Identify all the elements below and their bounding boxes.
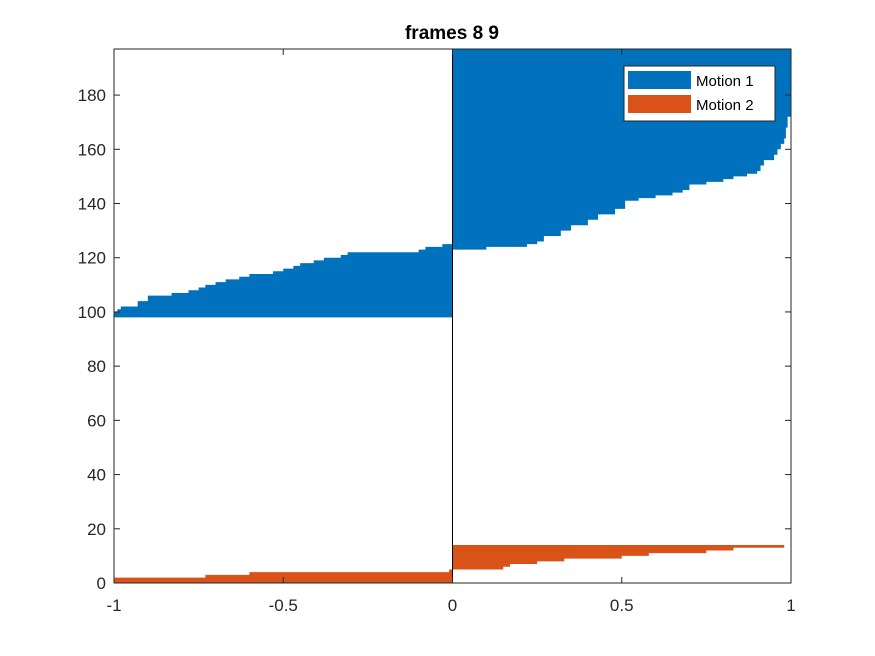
series-1-bars-negative (114, 244, 453, 318)
y-tick-label: 20 (87, 520, 106, 539)
series-2-bars-positive (452, 545, 791, 575)
y-tick-label: 40 (87, 466, 106, 485)
legend-swatch-2 (628, 95, 691, 113)
x-tick-label: -0.5 (269, 596, 298, 615)
y-tick-label: 140 (78, 195, 106, 214)
legend-label-1: Motion 1 (696, 73, 754, 90)
axis-layer: -1 -0.5 0 0.5 1 0 20 40 60 80 100 120 140 160 180 (78, 48, 796, 615)
legend-label-2: Motion 2 (696, 97, 754, 114)
y-tick-label: 60 (87, 411, 106, 430)
x-tick-label: 0.5 (610, 596, 634, 615)
chart-title: frames 8 9 (405, 23, 499, 44)
x-tick-label: 0 (448, 596, 457, 615)
y-tick-label: 180 (78, 86, 106, 105)
y-tick-label: 120 (78, 249, 106, 268)
y-tick-label: 0 (97, 574, 106, 593)
y-tick-label: 160 (78, 140, 106, 159)
legend-swatch-1 (628, 71, 691, 89)
y-tick-label: 80 (87, 357, 106, 376)
y-tick-label: 100 (78, 303, 106, 322)
series-2-bars-negative (114, 569, 453, 583)
x-tick-label: -1 (106, 596, 121, 615)
series-layer (114, 49, 791, 583)
x-tick-label: 1 (786, 596, 795, 615)
legend: Motion 1 Motion 2 (623, 65, 776, 122)
